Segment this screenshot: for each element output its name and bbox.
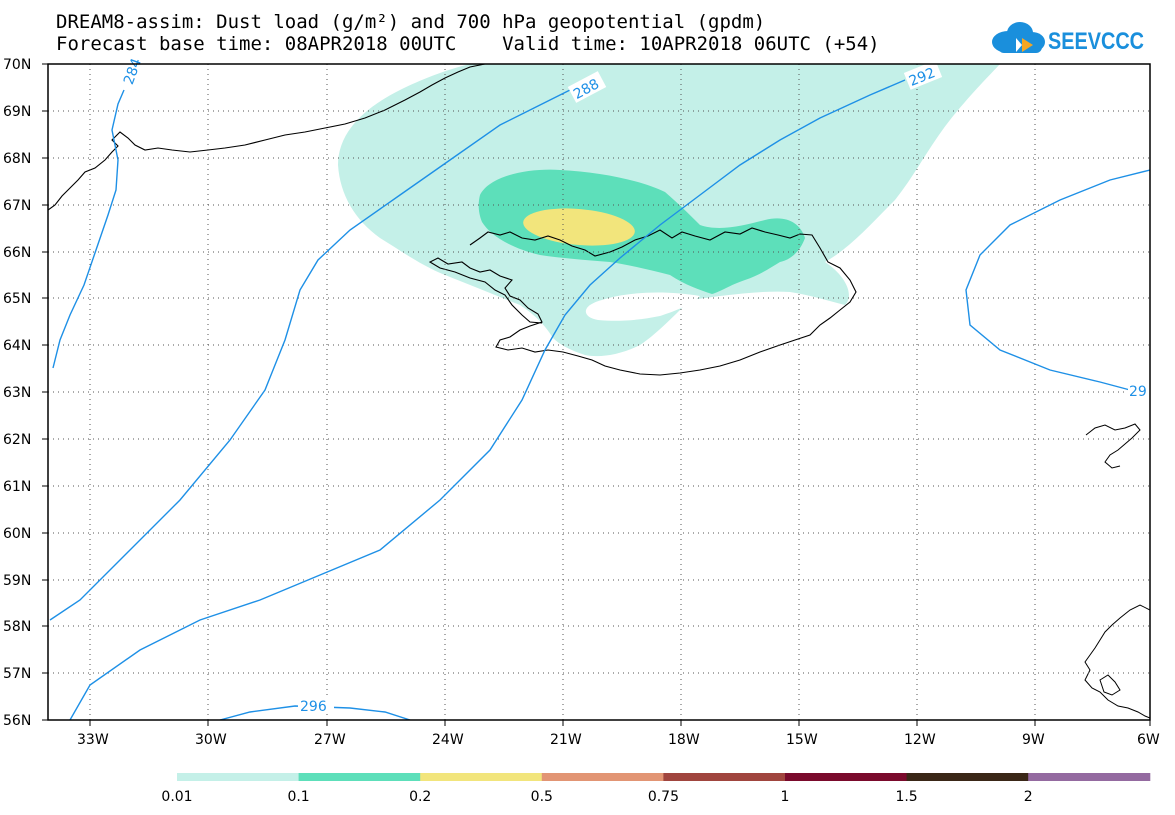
lat-label: 57N xyxy=(3,666,31,682)
lat-label: 58N xyxy=(3,619,31,635)
colorbar-label: 0.5 xyxy=(531,789,553,805)
faroe-islands xyxy=(1085,423,1141,469)
colorbar-label: 0.1 xyxy=(287,789,309,805)
colorbar-label: 0.2 xyxy=(409,789,431,805)
latitude-labels: 70N 69N 68N 67N 66N 65N 64N 63N 62N 61N … xyxy=(3,57,31,729)
lon-label: 18W xyxy=(668,732,700,748)
lat-label: 56N xyxy=(3,713,31,729)
greenland-coastline xyxy=(48,64,486,211)
scotland-coastline xyxy=(1084,604,1150,719)
seevccc-logo: SEEVCCC xyxy=(992,22,1144,55)
lat-label: 65N xyxy=(3,291,31,307)
lat-label: 70N xyxy=(3,57,31,73)
colorbar-label: 0.75 xyxy=(648,789,679,805)
colorbar-label: 2 xyxy=(1024,789,1033,805)
lat-label: 60N xyxy=(3,526,31,542)
longitude-labels: 33W 30W 27W 24W 21W 18W 15W 12W 9W 6W xyxy=(77,732,1160,748)
colorbar: 0.01 0.1 0.2 0.5 0.75 1 1.5 2 xyxy=(161,773,1151,805)
contour-284 xyxy=(52,89,125,369)
dust-area-medium xyxy=(478,169,805,294)
contour-296-east xyxy=(965,169,1150,391)
dust-area-high xyxy=(523,208,635,246)
colorbar-label: 0.01 xyxy=(161,789,192,805)
lon-label: 9W xyxy=(1022,732,1045,748)
cloud-icon xyxy=(992,22,1045,53)
forecast-times: Forecast base time: 08APR2018 00UTC Vali… xyxy=(56,33,880,55)
lon-label: 15W xyxy=(786,732,818,748)
lat-label: 69N xyxy=(3,104,31,120)
colorbar-segment xyxy=(906,773,1029,781)
lon-label: 30W xyxy=(195,732,227,748)
contour-label-296: 296 xyxy=(300,699,327,715)
contour-288 xyxy=(49,89,571,621)
lon-label: 33W xyxy=(77,732,109,748)
lon-label: 6W xyxy=(1137,732,1160,748)
colorbar-segment xyxy=(541,773,664,781)
colorbar-label: 1.5 xyxy=(895,789,917,805)
lat-label: 61N xyxy=(3,479,31,495)
lat-label: 62N xyxy=(3,432,31,448)
lon-label: 27W xyxy=(314,732,346,748)
lat-label: 68N xyxy=(3,151,31,167)
lon-label: 24W xyxy=(432,732,464,748)
map-grid xyxy=(48,64,1150,720)
iceland-coastline xyxy=(428,227,857,376)
lat-label: 64N xyxy=(3,338,31,354)
colorbar-segment xyxy=(298,773,421,781)
colorbar-segment xyxy=(1028,773,1151,781)
colorbar-segment xyxy=(420,773,543,781)
lat-label: 67N xyxy=(3,198,31,214)
map-title: DREAM8-assim: Dust load (g/m²) and 700 h… xyxy=(56,11,766,33)
geopotential-contours xyxy=(49,79,1150,720)
colorbar-label: 1 xyxy=(781,789,790,805)
colorbar-segment xyxy=(785,773,908,781)
contour-label-29: 29 xyxy=(1129,384,1147,400)
colorbar-segment xyxy=(177,773,300,781)
lat-label: 66N xyxy=(3,245,31,261)
lat-label: 59N xyxy=(3,573,31,589)
map-plot-area xyxy=(48,64,1150,720)
map-ticks xyxy=(42,63,1151,726)
dust-gap xyxy=(585,292,700,321)
logo-text: SEEVCCC xyxy=(1048,28,1144,55)
lon-label: 21W xyxy=(550,732,582,748)
scottish-isles xyxy=(1099,674,1121,696)
lon-label: 12W xyxy=(904,732,936,748)
contour-292 xyxy=(69,79,906,720)
lat-label: 63N xyxy=(3,385,31,401)
colorbar-segment xyxy=(663,773,786,781)
